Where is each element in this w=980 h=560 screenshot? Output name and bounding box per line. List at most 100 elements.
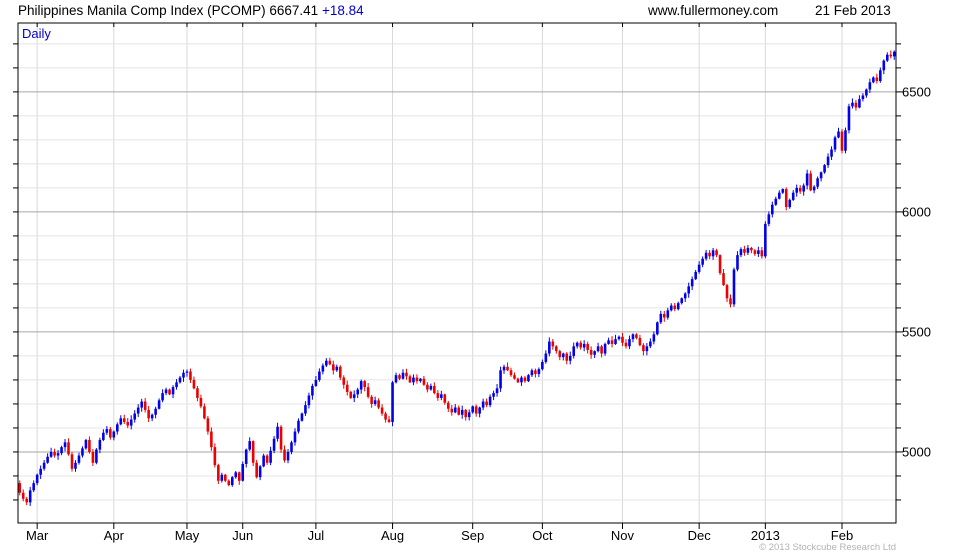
candle-body-up — [325, 360, 328, 366]
candle-body-up — [645, 346, 649, 352]
candle-body-up — [582, 343, 586, 348]
candle-body-down — [203, 406, 206, 419]
candle-body-up — [701, 258, 704, 265]
last-price: 6667.41 — [269, 3, 319, 18]
candle-body-up — [175, 382, 178, 388]
candle-body-down — [506, 366, 509, 371]
candle-body-up — [649, 341, 652, 347]
candle-body-up — [241, 463, 245, 481]
candle-body-down — [600, 346, 603, 354]
candle-body-up — [46, 456, 49, 463]
candle-body-down — [743, 249, 746, 253]
candle-body-up — [614, 339, 617, 344]
candle-body-up — [561, 353, 565, 358]
candle-body-up — [304, 405, 307, 414]
candle-body-down — [579, 342, 582, 348]
candle-body-up — [593, 351, 596, 355]
x-axis-label: 2013 — [751, 528, 780, 543]
candle-body-up — [185, 371, 189, 373]
candle-body-up — [568, 355, 572, 361]
candle-body-down — [854, 102, 858, 108]
candle-body-up — [628, 339, 631, 347]
candle-body-up — [276, 426, 279, 439]
candle-body-down — [199, 397, 203, 407]
candle-body-down — [589, 349, 593, 355]
candles — [18, 50, 896, 506]
x-axis-label: Dec — [688, 528, 712, 543]
candle-body-down — [342, 377, 346, 385]
candle-body-up — [32, 483, 35, 491]
candle-body-up — [882, 60, 886, 71]
axis-ticks — [13, 23, 903, 529]
candle-body-up — [95, 449, 98, 463]
candle-body-up — [603, 343, 607, 354]
candle-body-down — [624, 342, 628, 347]
candle-body-up — [56, 453, 60, 456]
candle-body-up — [230, 477, 234, 486]
candle-body-down — [405, 372, 408, 377]
candle-body-up — [269, 450, 272, 463]
candle-body-up — [879, 70, 882, 82]
candle-body-down — [610, 340, 614, 344]
candle-body-up — [492, 393, 495, 397]
candle-body-up — [764, 223, 767, 257]
candle-body-up — [102, 432, 105, 440]
candle-body-down — [534, 370, 537, 374]
x-axis-label: Sep — [461, 528, 484, 543]
candle-body-up — [868, 82, 872, 90]
candle-body-up — [248, 441, 251, 450]
candle-body-up — [419, 378, 422, 382]
candle-body-up — [656, 322, 659, 335]
candle-body-up — [293, 431, 297, 443]
candle-body-up — [429, 385, 433, 390]
x-axis-label: Mar — [26, 528, 49, 543]
instrument-name: Philippines Manila Comp Index (PCOMP) — [18, 3, 266, 18]
candle-body-up — [401, 372, 405, 379]
x-axis-label: Apr — [104, 528, 125, 543]
candle-body-down — [88, 439, 91, 452]
candle-body-down — [809, 173, 812, 191]
candle-body-down — [25, 498, 29, 503]
candle-body-down — [753, 250, 757, 254]
candle-body-down — [875, 77, 879, 82]
candle-body-down — [443, 394, 447, 403]
candle-body-down — [621, 336, 624, 343]
candle-body-down — [450, 408, 454, 413]
candle-body-up — [687, 286, 690, 294]
candle-body-up — [300, 413, 304, 421]
candle-body-up — [812, 186, 816, 191]
candle-body-up — [861, 95, 865, 100]
candle-body-up — [805, 173, 809, 186]
candle-body-up — [63, 442, 67, 448]
candle-body-up — [659, 313, 663, 323]
y-axis-label: 6500 — [902, 84, 931, 99]
website-link[interactable]: www.fullermoney.com — [648, 3, 779, 18]
candle-body-up — [795, 187, 799, 193]
candle-body-down — [715, 250, 718, 256]
candle-body-down — [565, 353, 569, 361]
candle-body-down — [722, 273, 725, 286]
x-axis-label: Nov — [611, 528, 635, 543]
candle-body-up — [112, 431, 116, 438]
candle-body-up — [819, 172, 823, 179]
candle-body-up — [530, 370, 534, 376]
candle-body-down — [147, 409, 150, 419]
candle-body-up — [572, 346, 576, 356]
candle-body-up — [220, 474, 224, 481]
candle-body-up — [502, 366, 506, 371]
x-axis-label: Feb — [831, 528, 853, 543]
candle-body-down — [370, 396, 373, 404]
candle-body-down — [750, 247, 753, 251]
candle-body-down — [558, 351, 562, 358]
candle-body-down — [237, 472, 241, 481]
candle-body-down — [485, 401, 488, 406]
candle-body-up — [666, 310, 670, 318]
candle-body-down — [422, 378, 426, 385]
candle-body-up — [527, 375, 530, 382]
candle-body-down — [889, 54, 893, 57]
candle-body-up — [844, 130, 847, 151]
candle-body-up — [488, 396, 492, 406]
candle-body-up — [77, 455, 81, 463]
candle-body-down — [366, 387, 370, 397]
candle-body-down — [70, 454, 74, 469]
